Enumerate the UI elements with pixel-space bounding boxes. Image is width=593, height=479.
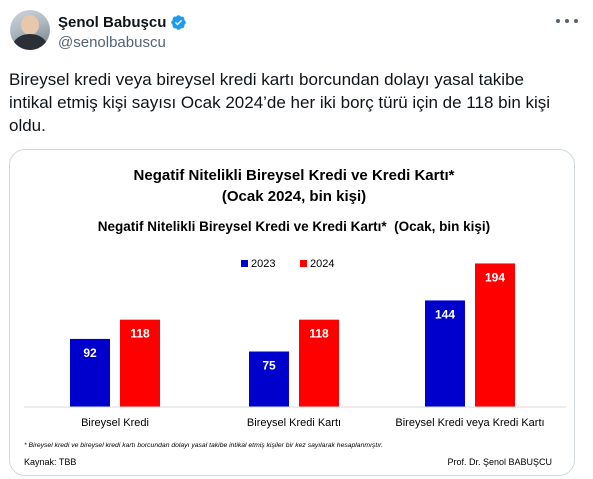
avatar-face bbox=[21, 15, 39, 35]
image-credit: Prof. Dr. Şenol BABUŞCU bbox=[447, 457, 552, 467]
legend-label-2023: 2023 bbox=[251, 258, 275, 270]
bar-value-label: 118 bbox=[130, 327, 150, 341]
x-tick-label: Bireysel Kredi veya Kredi Kartı bbox=[395, 417, 544, 429]
bar-2023-1 bbox=[249, 351, 289, 407]
author-handle[interactable]: @senolbabuscu bbox=[58, 34, 166, 51]
legend-swatch-2024 bbox=[300, 260, 307, 267]
legend-swatch-2023 bbox=[241, 260, 248, 267]
bar-value-label: 194 bbox=[485, 270, 505, 284]
bar-value-label: 144 bbox=[435, 307, 455, 321]
bar-2023-0 bbox=[70, 338, 110, 407]
bar-2023-2 bbox=[425, 300, 465, 407]
x-tick-label: Bireysel Kredi bbox=[81, 417, 149, 429]
image-title: Negatif Nitelikli Bireysel Kredi ve Kred… bbox=[134, 167, 455, 184]
image-source: Kaynak: TBB bbox=[24, 457, 76, 467]
chart-title: Negatif Nitelikli Bireysel Kredi ve Kred… bbox=[98, 219, 490, 234]
bar-2024-0 bbox=[120, 319, 160, 407]
chart-svg: Negatif Nitelikli Bireysel Kredi ve Kred… bbox=[24, 167, 566, 467]
bar-value-label: 75 bbox=[262, 359, 276, 373]
tweet-text-line: Bireysel kredi veya bireysel kredi kartı… bbox=[9, 70, 524, 89]
tweet-text-line: oldu. bbox=[9, 116, 46, 135]
more-options-icon[interactable] bbox=[556, 14, 578, 28]
author-display-name[interactable]: Şenol Babuşcu bbox=[58, 13, 167, 31]
bar-value-label: 92 bbox=[83, 346, 97, 360]
avatar[interactable] bbox=[10, 10, 50, 50]
more-dot bbox=[556, 19, 560, 23]
image-subtitle: (Ocak 2024, bin kişi) bbox=[222, 188, 366, 205]
image-footnote: * Bireysel kredi ve bireysel kredi kartı… bbox=[24, 442, 383, 449]
tweet-text: Bireysel kredi veya bireysel kredi kartı… bbox=[9, 68, 581, 137]
bar-value-label: 118 bbox=[309, 327, 329, 341]
legend-label-2024: 2024 bbox=[310, 258, 334, 270]
more-dot bbox=[565, 19, 569, 23]
chart-legend: 2023 2024 bbox=[241, 258, 334, 270]
author-row[interactable]: Şenol Babuşcu bbox=[58, 12, 187, 32]
bar-2024-2 bbox=[475, 263, 515, 407]
verified-badge-icon bbox=[171, 14, 187, 30]
chart-bars: 92 118 75 118 144 194 bbox=[70, 263, 515, 407]
more-dot bbox=[574, 19, 578, 23]
bar-2024-1 bbox=[299, 319, 339, 407]
tweet-image[interactable]: Negatif Nitelikli Bireysel Kredi ve Kred… bbox=[9, 149, 575, 476]
avatar-suit bbox=[13, 34, 47, 50]
tweet-text-line: intikal etmiş kişi sayısı Ocak 2024’de h… bbox=[9, 93, 551, 112]
x-tick-label: Bireysel Kredi Kartı bbox=[247, 417, 341, 429]
